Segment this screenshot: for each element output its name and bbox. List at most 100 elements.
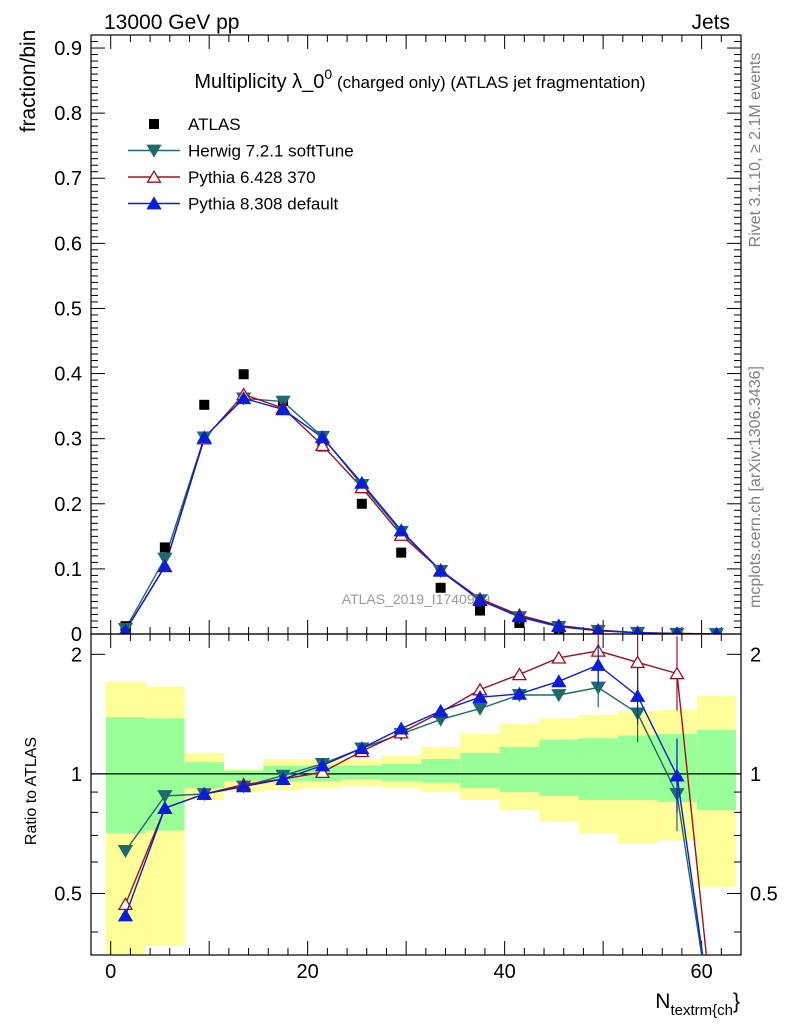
y-tick-label: 0.4	[54, 364, 82, 386]
green-band	[696, 729, 737, 811]
series-point	[672, 626, 682, 634]
series-point	[511, 609, 528, 623]
ratio-point	[314, 765, 331, 779]
data-point	[475, 605, 486, 616]
green-band	[578, 738, 618, 800]
ratio-point	[157, 800, 173, 814]
y-tick-label: 0.3	[54, 429, 82, 451]
ratio-point	[236, 779, 252, 793]
chart-title-main: Multiplicity λ_0	[194, 71, 324, 93]
ratio-point	[669, 768, 685, 782]
ratio-point	[629, 688, 646, 702]
chart-title: Multiplicity λ_00 (charged only) (ATLAS …	[194, 66, 645, 93]
y-tick-label: 0.5	[54, 298, 82, 320]
ratio-panel: 0 20 40 60 0.5 0.5 1 1 2 2	[54, 633, 778, 983]
header-right: Jets	[691, 11, 730, 34]
ratio-y-tick-label-right: 1	[750, 764, 761, 786]
ratio-point	[551, 689, 567, 703]
x-axis-label-sub: textrm{ch	[670, 1002, 733, 1019]
ratio-point	[275, 772, 291, 785]
x-axis-label-end: }	[733, 990, 740, 1013]
header-left: 13000 GeV pp	[104, 11, 239, 34]
series-point	[592, 623, 605, 634]
legend-label: Pythia 6.428 370	[188, 168, 316, 187]
mcplots-label: mcplots.cern.ch [arXiv:1306.3436]	[747, 366, 764, 608]
legend-label: Pythia 8.308 default	[188, 195, 339, 214]
data-point	[435, 582, 446, 593]
ratio-point	[196, 786, 212, 800]
green-band	[105, 717, 146, 833]
series-point	[551, 619, 567, 633]
ratio-line	[124, 650, 708, 955]
ratio-point	[472, 690, 488, 704]
ratio-y-tick-label: 1	[71, 764, 82, 786]
series-point	[275, 402, 291, 416]
ratio-point	[629, 655, 646, 669]
series-point	[157, 552, 173, 566]
green-band	[539, 739, 579, 796]
x-tick-label: 20	[297, 961, 319, 983]
series-point	[632, 625, 643, 634]
green-band	[460, 752, 500, 789]
data-point	[159, 542, 170, 553]
series-point	[196, 430, 212, 444]
green-band	[184, 762, 224, 789]
analysis-watermark: ATLAS_2019_I1740909	[342, 591, 491, 607]
y-tick-label: 0.6	[54, 233, 82, 255]
series-point	[432, 563, 449, 577]
y-tick-label: 0.9	[54, 38, 82, 60]
chart-title-rest: (charged only) (ATLAS jet fragmentation)	[332, 73, 645, 92]
ratio-y-axis-label: Ratio to ATLAS	[23, 737, 40, 845]
series-point	[472, 593, 488, 606]
series-point	[314, 430, 331, 444]
data-point	[199, 399, 210, 410]
ratio-point	[117, 908, 134, 922]
x-tick-label: 60	[690, 961, 712, 983]
y-tick-label: 0	[71, 624, 82, 646]
ratio-point	[117, 845, 134, 859]
data-point	[396, 547, 407, 558]
ratio-plot-area	[117, 634, 708, 955]
series-point	[236, 391, 252, 405]
y-tick-label: 0.2	[54, 494, 82, 516]
ratio-point	[669, 666, 685, 680]
green-band	[381, 763, 421, 781]
y-tick-label: 0.7	[54, 168, 82, 190]
x-axis-label: Ntextrm{ch}	[655, 990, 740, 1019]
ratio-point	[157, 790, 173, 804]
main-plot-area	[117, 369, 725, 634]
legend-marker	[146, 144, 162, 158]
ratio-point	[354, 741, 370, 755]
series-point	[119, 623, 132, 634]
series-point	[393, 523, 409, 537]
y-tick-label: 0.8	[54, 103, 82, 125]
rivet-version-label: Rivet 3.1.10, ≥ 2.1M events	[747, 53, 764, 248]
main-panel: 0 0.1 0.2 0.3 0.4 0.5 0.6 0.7 0.8 0.9	[54, 34, 742, 646]
x-axis-label-main: N	[655, 990, 670, 1013]
ratio-point	[551, 674, 567, 688]
y-tick-label: 0.1	[54, 559, 82, 581]
legend-marker	[146, 169, 162, 183]
series-point	[354, 475, 370, 489]
ratio-y-tick-label: 0.5	[54, 883, 82, 905]
chart-title-superscript: 0	[324, 66, 332, 82]
green-band	[420, 759, 461, 783]
x-tick-label: 0	[105, 961, 116, 983]
ratio-point	[590, 657, 606, 671]
ratio-point	[393, 721, 409, 735]
series-line	[124, 397, 717, 634]
legend-marker	[146, 196, 162, 210]
ratio-point	[472, 702, 488, 716]
green-band	[617, 735, 658, 800]
ratio-point	[511, 686, 528, 700]
y-axis-label: fraction/bin	[17, 30, 40, 133]
ratio-y-tick-label-right: 2	[750, 644, 761, 666]
x-tick-label: 40	[494, 961, 516, 983]
legend-label-data: ATLAS	[188, 115, 241, 134]
legend: ATLAS Herwig 7.2.1 softTune Pythia 6.428 3…	[128, 115, 354, 214]
data-point	[356, 498, 367, 509]
data-point	[238, 369, 249, 380]
ratio-point	[432, 703, 449, 717]
